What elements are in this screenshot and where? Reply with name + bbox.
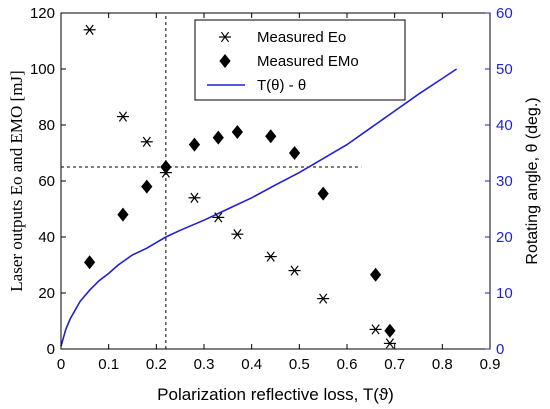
y-left-tick-label: 20: [38, 285, 55, 302]
legend-label: Measured EMo: [257, 53, 359, 70]
y-axis-left-label: Laser outputs Eo and EMO [mJ]: [7, 70, 26, 291]
eo-point: [212, 212, 225, 223]
emo-point: [212, 130, 224, 145]
emo-point: [265, 129, 277, 144]
y-axis-right-label: Rotating angle, θ (deg.): [524, 97, 541, 264]
x-tick-label: 0.2: [146, 356, 167, 373]
emo-point: [160, 160, 172, 174]
x-tick-label: 0: [57, 356, 65, 373]
y-left-tick-label: 100: [30, 61, 55, 78]
y-left-tick-label: 120: [30, 5, 55, 22]
axis-ticks: 0 0.1 0.2 0.3 0.4 0.5 0.6 0.7 0.8 0.9020406080100…: [30, 5, 513, 373]
y-right-tick-label: 60: [496, 5, 513, 22]
y-left-tick-label: 40: [38, 229, 55, 246]
legend-eo-marker: [219, 31, 231, 43]
legend-box: [194, 19, 406, 101]
y-right-tick-label: 20: [496, 229, 513, 246]
emo-point: [84, 255, 96, 270]
x-tick-label: 0.5: [289, 356, 310, 373]
eo-point: [383, 338, 396, 349]
x-tick-label: 0.8: [432, 356, 453, 373]
eo-point: [116, 111, 129, 122]
x-tick-label: 0.6: [337, 356, 358, 373]
y-right-tick-label: 30: [496, 173, 513, 190]
eo-point: [264, 251, 277, 262]
emo-point: [141, 179, 153, 194]
eo-point: [83, 24, 96, 35]
y-left-tick-label: 0: [47, 341, 55, 358]
measured-emo-group: [84, 125, 396, 338]
x-tick-label: 0.9: [480, 356, 501, 373]
y-left-tick-label: 80: [38, 117, 55, 134]
legend-label: T(θ) - θ: [257, 77, 306, 94]
emo-point: [317, 186, 329, 201]
eo-point: [288, 265, 301, 276]
emo-point: [288, 146, 301, 160]
eo-point: [369, 324, 382, 335]
emo-point: [117, 207, 129, 222]
y-right-tick-label: 0: [496, 341, 504, 358]
eo-point: [317, 293, 330, 304]
y-right-tick-label: 10: [496, 285, 513, 302]
y-left-tick-label: 60: [38, 173, 55, 190]
x-tick-label: 0.7: [384, 356, 405, 373]
emo-point: [231, 125, 243, 139]
eo-point: [231, 229, 244, 240]
x-tick-label: 0.3: [194, 356, 215, 373]
legend-label: Measured Eo: [257, 29, 346, 46]
reference-lines: [61, 13, 362, 349]
eo-point: [140, 136, 153, 147]
emo-point: [188, 137, 201, 152]
legend: Measured Eo Measured EMo T(θ) - θ: [194, 19, 406, 101]
theta-curve: [60, 68, 458, 347]
theta-curve-group: [60, 68, 458, 347]
legend-emo-marker: [219, 54, 231, 68]
y-right-tick-label: 40: [496, 117, 513, 134]
x-axis-label: Polarization reflective loss, T(ϑ): [157, 385, 394, 404]
measured-eo-group: [83, 24, 396, 349]
emo-point: [370, 267, 382, 282]
x-tick-label: 0.1: [98, 356, 119, 373]
eo-point: [188, 192, 201, 203]
emo-point: [384, 323, 396, 338]
y-right-tick-label: 50: [496, 61, 513, 78]
x-tick-label: 0.4: [241, 356, 262, 373]
